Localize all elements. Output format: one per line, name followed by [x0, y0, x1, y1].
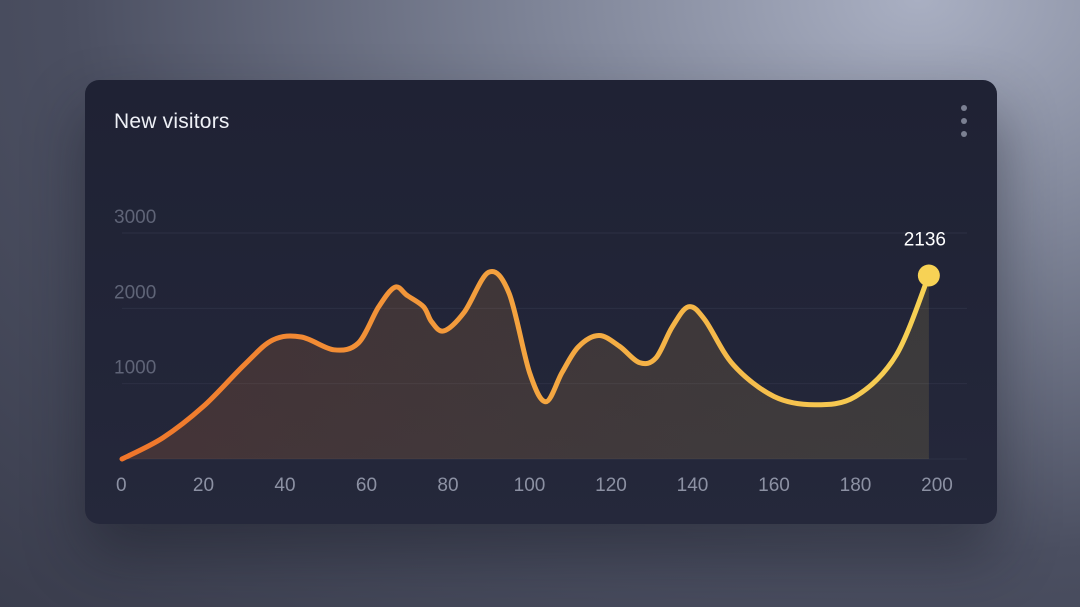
chart-title: New visitors: [114, 110, 230, 133]
x-tick-label: 100: [514, 475, 546, 496]
menu-dot: [961, 131, 967, 137]
chart-card: New visitors 1000 2000 3000 0 20 40 60 80 100 120…: [85, 80, 997, 524]
line-area-chart: 1000 2000 3000 0 20 40 60 80 100 120 140 160 180 200 2…: [114, 207, 967, 496]
x-tick-label: 120: [595, 475, 627, 496]
y-tick-label: 2000: [114, 282, 156, 303]
menu-dot: [961, 105, 967, 111]
x-tick-label: 180: [840, 475, 872, 496]
menu-dot: [961, 118, 967, 124]
highlight-point: [917, 264, 940, 287]
x-tick-label: 140: [677, 475, 709, 496]
y-tick-label: 3000: [114, 207, 156, 228]
more-options-icon[interactable]: [953, 104, 975, 138]
series-line: [119, 269, 932, 462]
x-tick-label: 40: [274, 475, 295, 496]
x-tick-label: 80: [437, 475, 458, 496]
x-tick-label: 160: [758, 475, 790, 496]
y-tick-label: 1000: [114, 358, 156, 379]
x-tick-label: 0: [116, 475, 127, 496]
x-tick-label: 20: [193, 475, 214, 496]
x-tick-label: 60: [356, 475, 377, 496]
highlight-label: 2136: [904, 229, 946, 250]
x-tick-label: 200: [921, 475, 953, 496]
